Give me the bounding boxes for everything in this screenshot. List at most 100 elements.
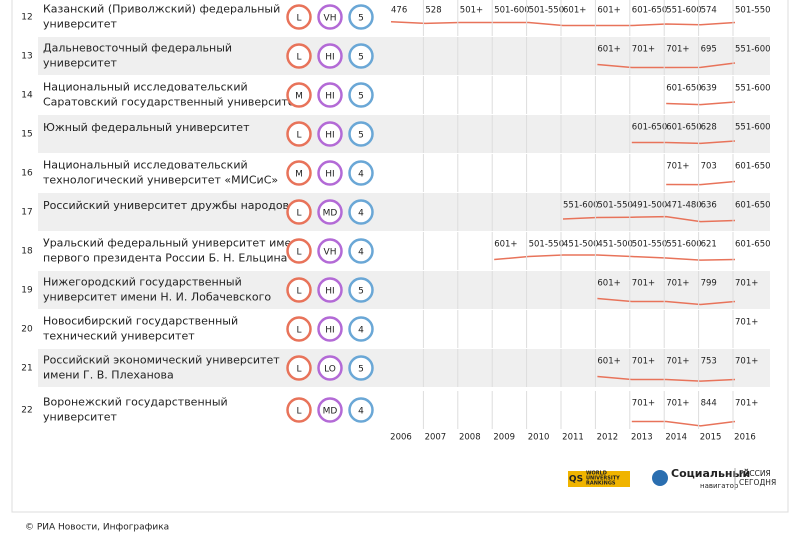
- rank-label: 701+: [735, 357, 758, 367]
- row-background: [38, 193, 770, 231]
- badge: [317, 397, 343, 423]
- rank-label: 476: [391, 6, 407, 16]
- university-name: имени Г. В. Плеханова: [43, 369, 174, 382]
- row-number: 22: [21, 406, 32, 416]
- badge-label: 5: [358, 53, 364, 63]
- rank-label: 601+: [597, 279, 620, 289]
- badge: [348, 355, 374, 381]
- badge-label: HI: [325, 53, 334, 63]
- badge-label: MD: [323, 407, 338, 417]
- badge-label: L: [296, 287, 301, 297]
- rank-line: [631, 420, 736, 427]
- badge: [317, 238, 343, 264]
- rank-label: 551-600: [666, 6, 702, 16]
- badge: [286, 355, 312, 381]
- badge-label: L: [296, 407, 301, 417]
- badge: [317, 4, 343, 30]
- university-name: Российский экономический университет: [43, 354, 280, 367]
- university-name: Дальневосточный федеральный: [43, 42, 232, 55]
- year-label: 2016: [734, 433, 756, 443]
- year-label: 2010: [528, 433, 550, 443]
- badge-label: HI: [325, 326, 334, 336]
- badge: [286, 43, 312, 69]
- badge: [317, 277, 343, 303]
- badge: [348, 121, 374, 147]
- row-number: 21: [21, 364, 32, 374]
- badge: [286, 4, 312, 30]
- rank-label: 451-500: [597, 240, 633, 250]
- badge-label: L: [296, 365, 301, 375]
- rank-label: 528: [425, 6, 441, 16]
- rank-label: 471-480: [666, 201, 702, 211]
- rank-label: 501-600: [494, 6, 530, 16]
- badge-label: M: [295, 170, 303, 180]
- badge-label: L: [296, 326, 301, 336]
- rank-label: 501-550: [735, 6, 771, 16]
- rank-line: [666, 101, 736, 106]
- badge: [286, 238, 312, 264]
- badge: [317, 160, 343, 186]
- rank-line: [666, 180, 736, 186]
- rank-label: 601-650: [735, 240, 771, 250]
- badge-label: VH: [324, 14, 337, 24]
- rank-label: 601+: [597, 6, 620, 16]
- university-name: университет имени Н. И. Лобачевского: [43, 291, 271, 304]
- rank-label: 574: [701, 6, 717, 16]
- badge-label: 4: [358, 209, 364, 219]
- rank-line: [562, 215, 736, 223]
- badge-label: 5: [358, 92, 364, 102]
- row-number: 20: [21, 325, 33, 335]
- badge: [286, 277, 312, 303]
- university-name: Южный федеральный университет: [43, 121, 250, 134]
- year-label: 2011: [562, 433, 584, 443]
- rank-label: 701+: [735, 318, 758, 328]
- university-name: Саратовский государственный университет: [43, 96, 302, 109]
- rank-label: 621: [701, 240, 717, 250]
- rank-line: [597, 62, 736, 69]
- university-name: Новосибирский государственный: [43, 315, 238, 328]
- badge-label: 5: [358, 131, 364, 141]
- badge-label: M: [295, 92, 303, 102]
- panel: [11, 0, 789, 513]
- university-name: университет: [43, 18, 117, 31]
- badge-label: 5: [358, 14, 364, 24]
- year-label: 2015: [700, 433, 722, 443]
- qs-logo-mark: QS: [569, 475, 583, 485]
- year-label: 2012: [597, 433, 619, 443]
- badge-label: 5: [358, 287, 364, 297]
- rank-line: [494, 254, 736, 261]
- badge-label: HI: [325, 287, 334, 297]
- badge-label: 4: [358, 248, 364, 258]
- row-background: [38, 115, 770, 153]
- year-label: 2007: [425, 433, 447, 443]
- badge: [286, 121, 312, 147]
- badge: [317, 199, 343, 225]
- year-label: 2013: [631, 433, 653, 443]
- rank-label: 601+: [597, 357, 620, 367]
- year-label: 2014: [665, 433, 687, 443]
- badge: [348, 82, 374, 108]
- badge-label: 5: [358, 365, 364, 375]
- badge-label: L: [296, 14, 301, 24]
- rank-label: 601+: [563, 6, 586, 16]
- rank-label: 628: [701, 123, 717, 133]
- qs-logo-text: WORLD: [586, 471, 607, 477]
- badge: [348, 277, 374, 303]
- navigator-title: Социальный: [671, 467, 750, 480]
- rossiya-text: СЕГОДНЯ: [739, 478, 776, 487]
- rank-line: [631, 140, 736, 145]
- badge: [348, 4, 374, 30]
- rank-label: 701+: [735, 279, 758, 289]
- year-label: 2008: [459, 433, 481, 443]
- university-name: первого президента России Б. Н. Ельцина: [43, 252, 287, 265]
- badge-label: HI: [325, 170, 334, 180]
- badge-label: HI: [325, 92, 334, 102]
- badge: [317, 355, 343, 381]
- university-name: технологический университет «МИСиС»: [43, 174, 278, 187]
- qs-logo-text: RANKINGS: [586, 481, 616, 487]
- university-name: Национальный исследовательский: [43, 81, 248, 94]
- badge: [348, 238, 374, 264]
- rank-label: 551-600: [666, 240, 702, 250]
- badge-label: L: [296, 209, 301, 219]
